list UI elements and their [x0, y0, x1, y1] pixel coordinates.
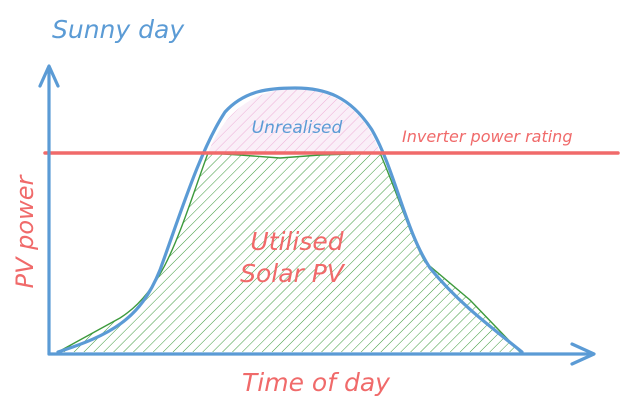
unrealised-label: Unrealised — [252, 118, 343, 138]
y-axis-arrow — [38, 64, 60, 88]
x-axis-arrow — [570, 342, 596, 366]
unrealised-region — [208, 88, 380, 153]
pv-generation-curve — [56, 86, 524, 354]
diagram-title: Sunny day — [52, 15, 185, 44]
inverter-rating-label: Inverter power rating — [402, 127, 572, 146]
utilised-label-line2: Solar PV — [240, 259, 346, 288]
utilised-region — [58, 153, 520, 352]
x-axis-label: Time of day — [242, 368, 391, 397]
unrealised-tint — [208, 88, 380, 153]
y-axis-label: PV power — [11, 174, 39, 289]
utilised-label-line1: Utilised — [250, 227, 343, 256]
